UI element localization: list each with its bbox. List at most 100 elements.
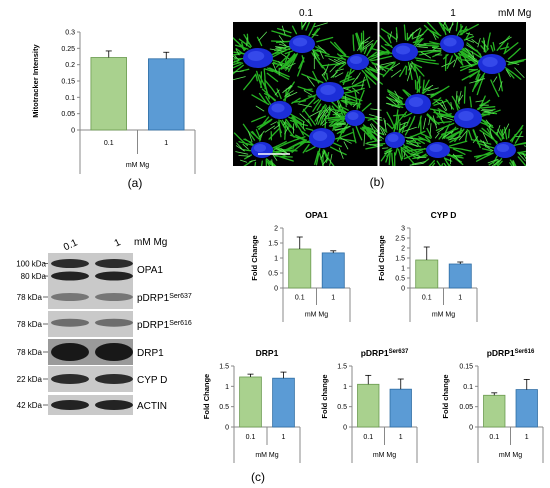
blot-strip [48,395,133,415]
x-axis-label: mM Mg [499,452,522,459]
nucleus-highlight [349,56,363,64]
category-label: 0.1 [104,140,114,147]
y-tick-label: 0 [274,286,278,293]
mitochondria-highlight [385,85,447,130]
mitochondria-highlight [380,27,432,82]
chart-title: OPA1 [305,210,328,220]
chart-title: CYP D [431,210,457,220]
nucleus-highlight [312,131,328,141]
y-tick-label: 3 [401,226,405,233]
y-tick-label: 0.05 [61,111,75,118]
nucleus-highlight [292,37,308,47]
micrograph-label-low: 0.1 [299,8,313,19]
opa1-chart: 0 0.5 1 1.5 2 0.1 1 mM Mg Fold Change OPA1 [250,210,351,322]
category-label: 1 [458,295,462,302]
y-tick-label: 0.5 [219,404,229,411]
y-axis-label: Fold change [441,374,450,418]
cell-images [233,22,526,166]
y-tick-label: 0.05 [459,404,473,411]
nucleus-highlight [387,134,399,142]
blot-band [51,259,89,269]
protein-label: CYP D [137,375,167,386]
blot-lane-label-high: 1 [113,237,123,250]
category-label: 0.1 [246,434,256,441]
bar [321,252,345,289]
x-axis-label: mM Mg [305,312,328,319]
protein-label: DRP1 [137,348,164,359]
blot-band [51,318,89,327]
cypd-chart: 0 0.5 1 1.5 2 2.5 3 0.1 1 mM Mg Fold Change CYP D [377,210,478,322]
blot-band [51,343,89,361]
nucleus-highlight [496,144,510,152]
bar [288,248,312,289]
y-tick-label: 0 [71,128,75,135]
category-label: 0.1 [363,434,373,441]
protein-label-superscript: Ser637 [169,293,192,300]
chart-title: DRP1 [256,348,279,358]
mitochondria-highlight [441,90,494,143]
y-tick-label: 0.25 [61,46,75,53]
y-tick-label: 0 [225,425,229,432]
drp1-chart: 0 0.5 1 1.5 0.1 1 mM Mg Fold Change DRP1 [202,348,301,463]
chart-title-superscript: Ser616 [515,349,535,355]
bar [148,58,185,131]
y-tick-label: 0.5 [395,276,405,283]
y-tick-label: 0.1 [65,95,75,102]
mitochondria-highlight [235,130,289,166]
bar [515,389,538,428]
y-tick-label: 0.15 [459,364,473,371]
y-tick-label: 2 [274,226,278,233]
bar [357,383,380,428]
blot-lane-label-low: 0.1 [62,237,80,253]
blot-band [51,293,89,301]
kda-marker: 100 kDa [16,260,46,269]
category-label: 1 [331,295,335,302]
pdrp1-ser637-chart: 0 0.5 1 1.5 0.1 1 mM Mg Fold change pDRP1Ser637 [320,348,418,463]
bar [448,263,472,289]
mitochondria-highlight [427,22,478,68]
mitochondria-highlight [233,31,291,81]
nucleus-highlight [443,37,457,47]
blot-band [95,343,133,361]
y-tick-label: 1 [274,256,278,263]
micrograph [233,22,526,166]
mitochondria-highlight [464,36,525,92]
category-label: 1 [282,434,286,441]
y-tick-label: 0.1 [463,384,473,391]
blot-rows: 100 kDa 80 kDa OPA1 78 kDa pDRP1Ser637 78 kDa… [16,253,192,415]
blot-band [51,271,89,281]
y-axis-label: Fold change [320,374,329,418]
mitochondria-highlight [365,118,418,158]
micrograph-unit: mM Mg [498,8,531,19]
bar [90,57,127,131]
chart-title: pDRP1Ser616 [487,348,535,358]
y-tick-label: 1 [401,266,405,273]
y-axis-label: Fold Change [377,235,386,280]
blot-band [51,374,89,384]
mitochondria-highlight [269,22,328,70]
mitochondria-highlight [479,123,526,166]
micrograph-label-high: 1 [450,8,456,19]
kda-marker: 78 kDa [17,293,43,302]
bar [272,377,295,428]
protein-label: OPA1 [137,265,163,276]
nucleus-highlight [347,112,359,120]
mitochondria-network [323,88,383,144]
y-tick-label: 0 [401,286,405,293]
mitotracker-chart: 0 0.05 0.1 0.15 0.2 0.25 0.3 0.1 1 mM Mg Mitotrack… [31,30,196,174]
nucleus-highlight [247,51,265,61]
chart-title: pDRP1Ser637 [361,348,409,358]
bar [239,376,262,428]
nucleus-highlight [271,103,285,113]
bar [415,259,439,289]
y-tick-label: 1.5 [337,364,347,371]
kda-marker: 80 kDa [21,272,47,281]
y-tick-label: 1.5 [395,256,405,263]
nucleus-highlight [320,85,336,95]
blot-band [51,400,89,410]
chart-title-superscript: Ser637 [389,349,409,355]
x-axis-label: mM Mg [432,312,455,319]
y-tick-label: 2 [401,246,405,253]
blot-band [95,293,133,301]
